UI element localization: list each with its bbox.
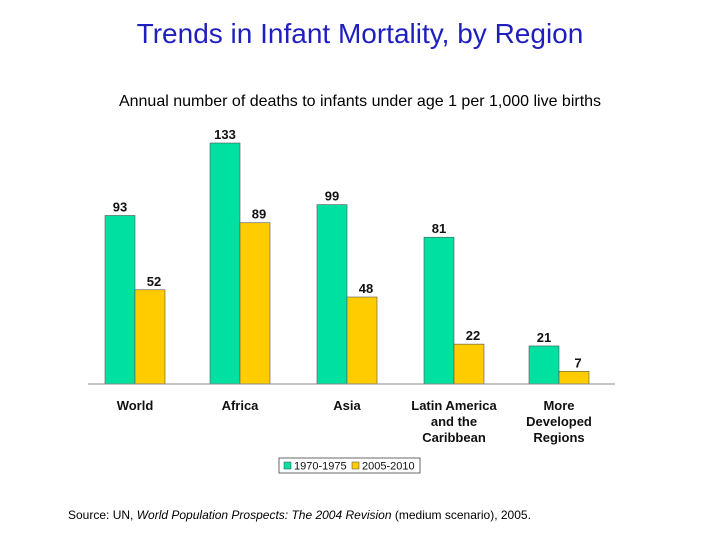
legend-swatch-1 — [351, 461, 360, 470]
data-label-early-2: 99 — [325, 189, 339, 204]
category-label-3-0: Latin America — [411, 398, 497, 413]
category-label-1-0: Africa — [222, 398, 260, 413]
category-label-4-2: Regions — [533, 430, 584, 445]
source-work: World Population Prospects: The 2004 Rev… — [136, 508, 392, 522]
bar-late-0 — [134, 289, 166, 385]
category-label-4-1: Developed — [526, 414, 592, 429]
category-label-3-1: and the — [431, 414, 477, 429]
legend-swatch-0 — [283, 461, 292, 470]
chart-title: Trends in Infant Mortality, by Region — [136, 18, 584, 49]
bar-late-4 — [558, 371, 590, 385]
category-label-4-0: More — [543, 398, 574, 413]
chart-subtitle: Annual number of deaths to infants under… — [118, 93, 602, 110]
data-label-early-4: 21 — [537, 330, 551, 345]
category-label-3-2: Caribbean — [422, 430, 486, 445]
data-label-late-4: 7 — [574, 355, 581, 370]
data-label-late-0: 52 — [147, 274, 161, 289]
legend-box — [278, 457, 421, 474]
bar-early-3 — [423, 236, 455, 385]
legend-label-0: 1970-1975 — [294, 461, 347, 473]
source-prefix: Source: UN, — [68, 508, 137, 522]
data-label-late-1: 89 — [252, 207, 266, 222]
source-note: Source: UN, World Population Prospects: … — [68, 508, 531, 522]
bar-early-0 — [104, 215, 136, 385]
bar-late-1 — [239, 222, 271, 385]
bar-late-3 — [453, 343, 485, 385]
data-label-late-3: 22 — [466, 328, 480, 343]
bar-early-4 — [528, 345, 560, 385]
category-label-0-0: World — [117, 398, 154, 413]
data-label-late-2: 48 — [359, 281, 373, 296]
source-suffix: (medium scenario), 2005. — [391, 508, 531, 522]
bar-early-1 — [209, 142, 241, 385]
data-label-early-3: 81 — [432, 221, 446, 236]
bar-early-2 — [316, 204, 348, 385]
data-label-early-0: 93 — [113, 199, 127, 214]
bar-late-2 — [346, 296, 378, 385]
category-label-2-0: Asia — [333, 398, 361, 413]
legend-label-1: 2005-2010 — [362, 461, 415, 473]
data-label-early-1: 133 — [214, 127, 236, 142]
